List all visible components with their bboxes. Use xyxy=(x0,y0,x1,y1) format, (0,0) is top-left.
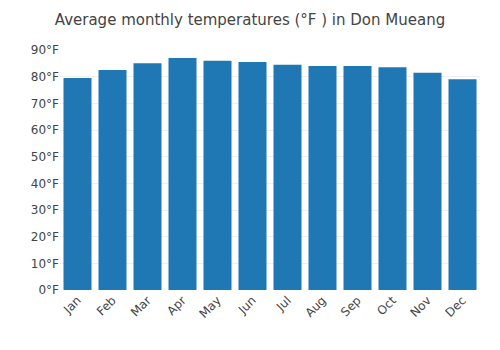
svg-text:20°F: 20°F xyxy=(31,230,59,244)
svg-text:Nov: Nov xyxy=(407,293,433,319)
svg-text:Average monthly temperatures (: Average monthly temperatures (°F ) in Do… xyxy=(55,11,445,29)
svg-text:Jan: Jan xyxy=(60,293,84,317)
svg-text:Mar: Mar xyxy=(128,293,154,319)
svg-text:Sep: Sep xyxy=(338,293,364,319)
svg-text:40°F: 40°F xyxy=(31,177,59,191)
svg-text:50°F: 50°F xyxy=(31,150,59,164)
svg-text:30°F: 30°F xyxy=(31,203,59,217)
svg-text:90°F: 90°F xyxy=(31,43,59,57)
svg-text:80°F: 80°F xyxy=(31,70,59,84)
svg-text:Oct: Oct xyxy=(374,293,399,318)
svg-text:Apr: Apr xyxy=(164,293,189,318)
svg-text:0°F: 0°F xyxy=(38,283,59,297)
svg-text:Aug: Aug xyxy=(302,293,328,319)
svg-text:60°F: 60°F xyxy=(31,123,59,137)
svg-text:May: May xyxy=(196,293,223,320)
svg-text:10°F: 10°F xyxy=(31,257,59,271)
svg-text:70°F: 70°F xyxy=(31,97,59,111)
svg-text:Feb: Feb xyxy=(94,293,119,318)
svg-text:Jun: Jun xyxy=(235,293,259,317)
svg-text:Jul: Jul xyxy=(273,293,294,314)
svg-text:Dec: Dec xyxy=(443,293,469,319)
